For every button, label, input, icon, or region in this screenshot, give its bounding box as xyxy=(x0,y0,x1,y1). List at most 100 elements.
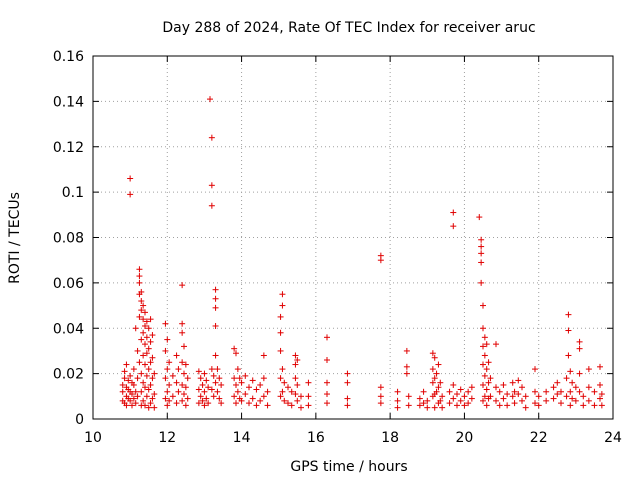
y-axis-label: ROTI / TECUs xyxy=(7,192,23,284)
data-point xyxy=(522,404,529,411)
data-point xyxy=(136,313,143,320)
data-point xyxy=(264,402,271,409)
data-point xyxy=(203,377,210,384)
data-point xyxy=(519,397,525,404)
data-point xyxy=(246,384,252,391)
data-point xyxy=(281,397,288,404)
data-point xyxy=(481,393,488,400)
data-point xyxy=(138,336,145,343)
data-point xyxy=(435,361,442,368)
data-point xyxy=(140,302,147,309)
data-point xyxy=(532,388,538,395)
data-point xyxy=(305,393,312,400)
data-point xyxy=(149,354,156,361)
data-point xyxy=(234,388,241,395)
data-point xyxy=(500,381,507,388)
data-point xyxy=(201,402,208,409)
data-point xyxy=(233,400,239,407)
data-point xyxy=(493,341,499,348)
data-point xyxy=(394,388,401,395)
data-point xyxy=(324,334,330,341)
data-point xyxy=(173,379,180,386)
data-point xyxy=(483,402,490,409)
data-point xyxy=(288,402,295,409)
data-point xyxy=(149,395,156,402)
data-point xyxy=(179,381,186,388)
data-point xyxy=(257,381,264,388)
data-point xyxy=(277,347,284,354)
y-tick-label: 0.12 xyxy=(53,140,84,156)
data-point xyxy=(292,375,299,382)
data-point xyxy=(598,391,605,398)
data-point xyxy=(437,379,444,386)
data-point xyxy=(576,370,583,377)
data-points xyxy=(119,96,605,411)
data-point xyxy=(324,391,330,398)
data-point xyxy=(260,352,267,359)
data-point xyxy=(468,395,475,402)
data-point xyxy=(288,388,295,395)
data-point xyxy=(136,359,143,366)
data-point xyxy=(231,375,238,382)
data-point xyxy=(511,400,518,407)
data-point xyxy=(403,363,410,370)
data-point xyxy=(201,370,208,377)
data-point xyxy=(208,202,215,209)
data-point xyxy=(468,384,475,391)
data-point xyxy=(132,325,139,332)
data-point xyxy=(515,391,522,398)
data-point xyxy=(550,395,557,402)
data-point xyxy=(429,350,436,357)
data-point xyxy=(580,402,587,409)
data-point xyxy=(151,404,158,411)
data-point xyxy=(598,402,605,409)
data-point xyxy=(145,386,152,393)
data-point xyxy=(179,320,186,327)
data-point xyxy=(136,266,143,273)
data-point xyxy=(565,327,572,334)
data-point xyxy=(515,377,522,384)
data-point xyxy=(179,282,186,289)
data-point xyxy=(147,359,154,366)
data-point xyxy=(203,395,210,402)
data-point xyxy=(173,352,180,359)
data-point xyxy=(164,388,171,395)
data-point xyxy=(212,295,219,302)
data-point xyxy=(182,361,189,368)
data-point xyxy=(429,379,436,386)
data-point xyxy=(249,377,256,384)
data-point xyxy=(344,370,351,377)
data-point xyxy=(344,379,351,386)
data-point xyxy=(130,395,137,402)
data-point xyxy=(214,388,221,395)
data-point xyxy=(504,402,511,409)
data-point xyxy=(236,375,243,382)
data-point xyxy=(493,384,499,391)
data-point xyxy=(324,400,330,407)
data-point xyxy=(480,325,486,332)
data-point xyxy=(522,393,529,400)
data-point xyxy=(138,288,145,295)
data-point xyxy=(298,393,304,400)
data-point xyxy=(175,366,182,373)
data-point xyxy=(585,366,592,373)
data-point xyxy=(179,329,186,336)
data-point xyxy=(554,391,561,398)
x-tick-label: 14 xyxy=(233,430,251,446)
data-point xyxy=(164,366,171,373)
data-point xyxy=(377,400,384,407)
data-point xyxy=(465,388,472,395)
data-point xyxy=(294,357,301,364)
data-point xyxy=(532,400,538,407)
data-point xyxy=(480,381,486,388)
data-point xyxy=(281,379,288,386)
x-tick-label: 16 xyxy=(307,430,325,446)
data-point xyxy=(277,329,284,336)
data-point xyxy=(238,397,245,404)
data-point xyxy=(138,370,145,377)
data-point xyxy=(292,391,299,398)
data-point xyxy=(394,397,401,404)
data-point xyxy=(403,347,410,354)
data-point xyxy=(162,395,169,402)
data-point xyxy=(129,402,135,409)
